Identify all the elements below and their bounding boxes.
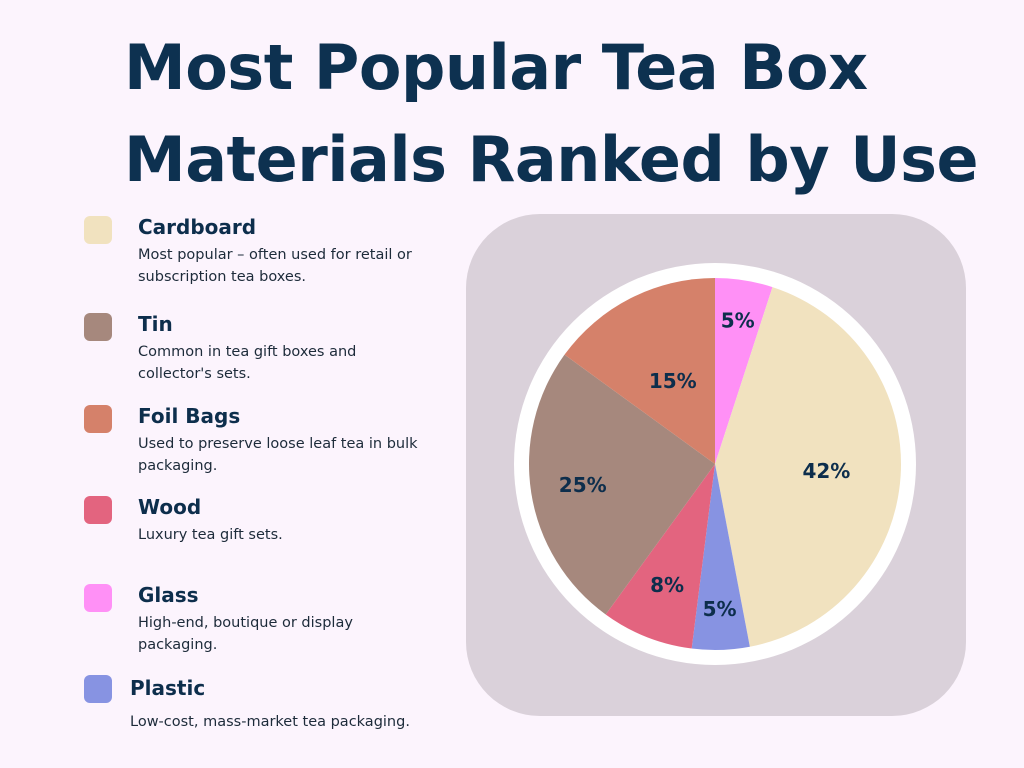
pie-panel: 5% 42% 5% 8% 25% 15% — [466, 214, 966, 716]
pie-slices — [529, 278, 901, 650]
legend-description-tin: Common in tea gift boxes and collector's… — [138, 344, 357, 382]
pie-slice-cardboard — [715, 287, 901, 647]
legend-swatch-glass — [84, 584, 112, 612]
legend-name-plastic: Plastic — [130, 676, 206, 700]
pie-labels: 5% 42% 5% 8% 25% 15% — [559, 309, 851, 621]
legend-swatch-cardboard — [84, 216, 112, 244]
chart-title: Most Popular Tea Box Materials Ranked by… — [124, 31, 979, 196]
legend-description-foil-bags: Used to preserve loose leaf tea in bulk … — [138, 436, 418, 474]
pie-slice-plastic — [691, 464, 750, 650]
pie-label-wood: 8% — [650, 573, 684, 597]
pie-slice-foil-bags — [564, 278, 715, 464]
legend-swatch-wood — [84, 496, 112, 524]
legend-name-cardboard: Cardboard — [138, 215, 257, 239]
pie-label-tin: 25% — [559, 473, 607, 497]
pie-label-glass: 5% — [721, 309, 755, 333]
legend-name-glass: Glass — [138, 583, 199, 607]
legend-description-wood: Luxury tea gift sets. — [138, 527, 283, 543]
pie-chart: 5% 42% 5% 8% 25% 15% — [514, 263, 916, 665]
pie-slice-glass — [715, 278, 773, 464]
legend-description-cardboard: Most popular – often used for retail or … — [138, 247, 412, 285]
pie-slice-tin — [529, 354, 715, 615]
legend-name-foil-bags: Foil Bags — [138, 404, 241, 428]
legend-swatch-plastic — [84, 675, 112, 703]
legend: Cardboard Most popular – often used for … — [0, 0, 440, 768]
pie-label-foil-bags: 15% — [649, 369, 697, 393]
pie-slice-wood — [605, 464, 715, 649]
legend-swatch-tin — [84, 313, 112, 341]
legend-description-glass: High-end, boutique or display packaging. — [138, 615, 353, 653]
legend-name-wood: Wood — [138, 495, 202, 519]
pie-label-plastic: 5% — [703, 597, 737, 621]
pie-label-cardboard: 42% — [802, 459, 850, 483]
legend-swatch-foil-bags — [84, 405, 112, 433]
legend-description-plastic: Low-cost, mass-market tea packaging. — [130, 714, 410, 730]
legend-name-tin: Tin — [138, 312, 173, 336]
